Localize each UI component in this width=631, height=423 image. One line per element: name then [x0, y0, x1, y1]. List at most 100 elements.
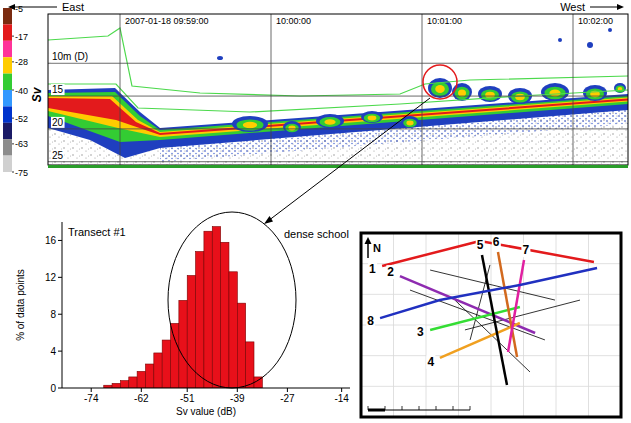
label: -75	[15, 168, 28, 178]
label-patch	[476, 238, 485, 252]
scale-tick	[470, 406, 471, 410]
colorbar-segment	[3, 41, 12, 57]
scale-tick	[453, 406, 454, 410]
depth-gridline	[48, 161, 628, 162]
bar	[221, 242, 229, 388]
highlight-ellipse	[168, 212, 296, 388]
colorbar-segment	[3, 57, 12, 73]
map-grid	[361, 325, 621, 326]
label-patch	[368, 262, 377, 276]
label: 4	[50, 346, 56, 357]
fish-school	[431, 82, 449, 96]
time-gridline	[271, 14, 272, 165]
fish-school	[545, 87, 566, 100]
label-patch	[492, 235, 501, 249]
label: 8	[50, 309, 56, 320]
map-grid	[361, 386, 621, 387]
label-patch	[51, 117, 65, 128]
label: -63	[15, 139, 28, 149]
x-axis	[62, 388, 350, 389]
map-grid	[361, 263, 621, 264]
fish	[587, 42, 593, 48]
label: 8	[367, 314, 374, 328]
bar	[112, 383, 120, 388]
colorbar-tick	[12, 90, 14, 91]
bar	[196, 252, 204, 388]
fish-school	[435, 85, 445, 93]
fish-school	[285, 124, 299, 132]
arrow-head	[617, 4, 624, 10]
label: -62	[134, 393, 149, 404]
label-patch	[51, 51, 89, 62]
figure: 10m (D)1520252007-01-18 09:59:0010:00:00…	[0, 0, 631, 423]
fish-school	[324, 119, 335, 125]
label: 25	[52, 150, 64, 161]
bar	[162, 340, 170, 388]
bar	[237, 303, 245, 388]
x-tick	[187, 388, 188, 392]
label: -27	[280, 393, 295, 404]
label: West	[560, 1, 585, 13]
label: 10:02:00	[578, 16, 613, 26]
fish-school	[361, 111, 383, 123]
colorbar-segment	[3, 139, 12, 155]
label: -40	[15, 86, 28, 96]
tracks	[380, 241, 597, 385]
fish-school	[283, 121, 301, 133]
label: -17	[15, 32, 28, 42]
depth-gridline	[48, 96, 628, 97]
label: 16	[45, 235, 57, 246]
fish-school	[316, 114, 344, 128]
bar	[120, 381, 128, 388]
label: % of data points	[15, 269, 26, 341]
colorbar-segment	[3, 74, 12, 90]
scale-bar	[368, 409, 385, 412]
label: Transect #1	[68, 226, 126, 238]
fish-school	[458, 89, 466, 96]
arrow-head	[365, 237, 372, 244]
label-patch	[416, 325, 425, 339]
label-patch	[426, 355, 435, 369]
label-patch	[386, 265, 395, 279]
fish-school	[243, 122, 257, 128]
label: East	[62, 1, 84, 13]
y-tick	[58, 314, 62, 315]
transect	[440, 323, 520, 358]
y-axis	[62, 222, 63, 388]
scale-tick	[385, 406, 386, 410]
seabed-echo	[48, 98, 628, 135]
colorbar-segment	[3, 90, 12, 106]
map-frame	[361, 233, 621, 417]
label-patch	[521, 243, 530, 257]
label: -39	[230, 393, 245, 404]
fish-school	[549, 89, 560, 96]
colorbar-tick	[12, 172, 14, 173]
seabed-echo	[48, 88, 628, 158]
bar	[171, 323, 179, 388]
time-gridline	[120, 14, 121, 165]
bar	[212, 227, 220, 388]
bar	[137, 371, 145, 388]
fish-school	[515, 94, 525, 100]
colorbar-segment	[3, 24, 12, 40]
label: Sv	[30, 86, 44, 102]
transect	[430, 307, 520, 330]
fish-school	[320, 117, 341, 127]
colorbar-segment	[3, 8, 12, 24]
north-arrow	[367, 242, 369, 258]
bar	[179, 300, 187, 388]
bar	[229, 272, 237, 388]
fish-school	[428, 78, 452, 98]
fish-school	[406, 121, 413, 126]
colorbar-tick	[12, 36, 14, 37]
x-tick	[91, 388, 92, 392]
highlight-circle	[423, 65, 457, 99]
fish-school	[232, 116, 268, 132]
label: -74	[84, 393, 99, 404]
scale-tick	[368, 406, 369, 410]
seabed-echo	[48, 96, 628, 137]
fish-school	[583, 85, 607, 101]
label-patch	[366, 314, 375, 328]
x-tick	[141, 388, 142, 392]
y-tick	[58, 277, 62, 278]
